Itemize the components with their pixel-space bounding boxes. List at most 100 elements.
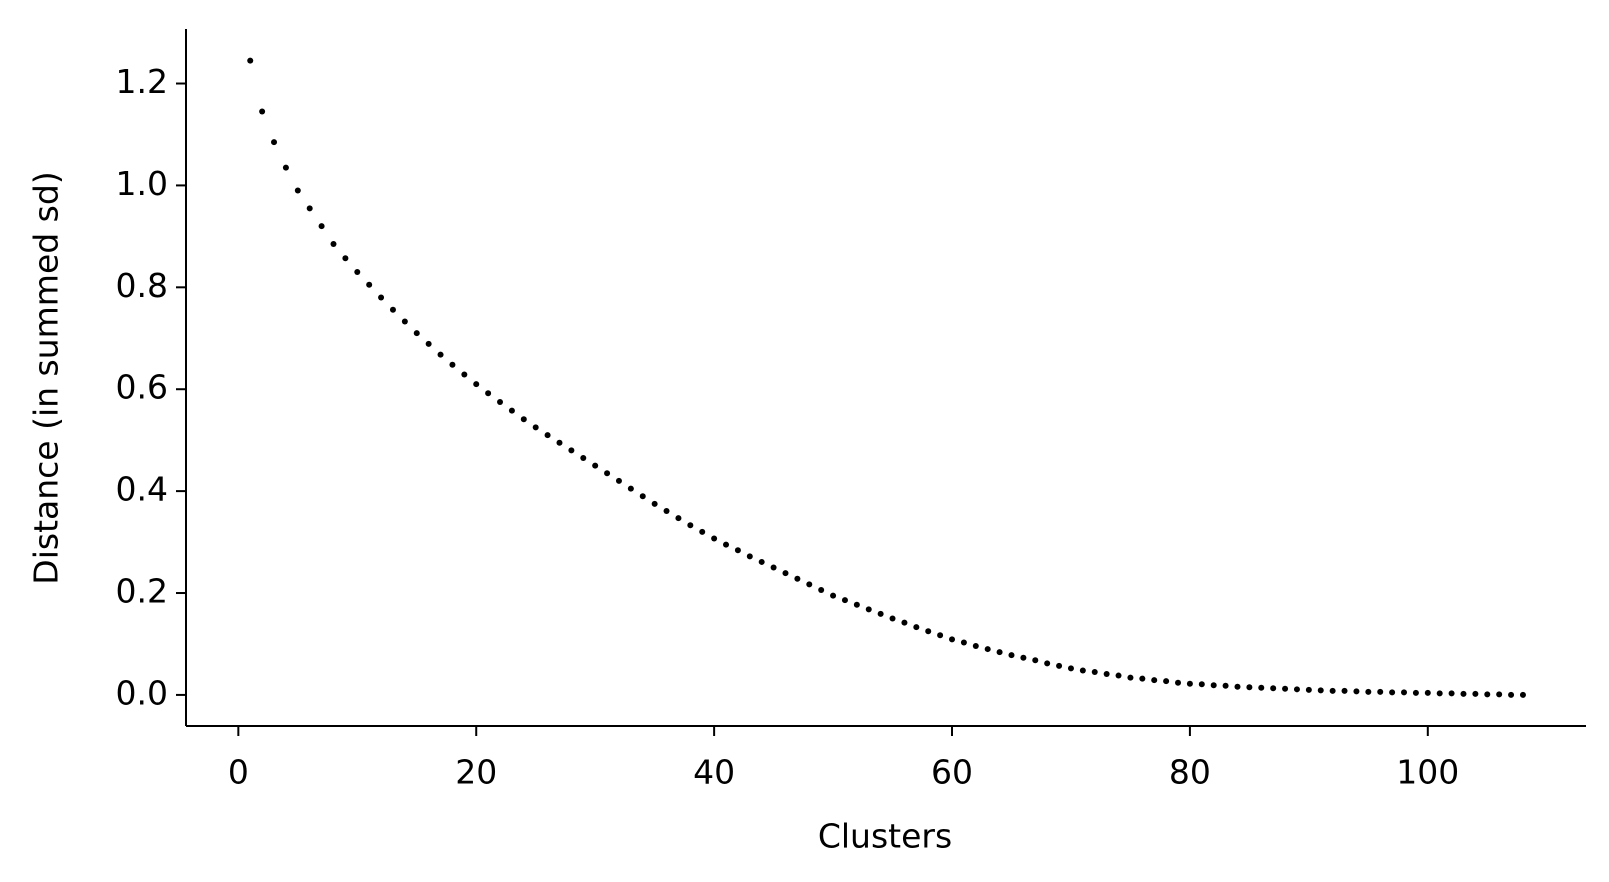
point [949, 636, 956, 643]
point [1377, 688, 1384, 695]
point [259, 108, 266, 115]
point [1282, 685, 1289, 692]
point [1484, 691, 1491, 698]
point [1067, 665, 1074, 672]
point [271, 139, 278, 146]
x-tick-label: 60 [931, 753, 973, 792]
point [1317, 687, 1324, 694]
point [413, 330, 420, 337]
point [294, 187, 301, 194]
point [711, 535, 718, 542]
y-tick-label: 1.2 [116, 62, 168, 101]
point [1139, 675, 1146, 682]
point [1401, 689, 1408, 696]
point [497, 398, 504, 405]
point [1186, 680, 1193, 687]
point [782, 570, 789, 577]
y-tick-label: 0.6 [116, 368, 168, 407]
point [330, 241, 337, 248]
x-axis-label: Clusters [818, 817, 952, 856]
point [1305, 686, 1312, 693]
y-tick-label: 1.0 [116, 164, 168, 203]
x-tick-label: 80 [1169, 753, 1211, 792]
point [247, 57, 254, 64]
point [913, 624, 920, 631]
x-tick-label: 100 [1396, 753, 1459, 792]
point [1448, 690, 1455, 697]
point [1127, 674, 1134, 681]
point [449, 361, 456, 368]
x-tick-label: 0 [228, 753, 249, 792]
point [877, 610, 884, 617]
point [1020, 654, 1027, 661]
point [1008, 652, 1015, 659]
point [1460, 690, 1467, 697]
point [473, 381, 480, 388]
point [687, 522, 694, 529]
x-tick-label: 20 [455, 753, 497, 792]
point [389, 306, 396, 313]
point [830, 592, 837, 599]
point [1293, 686, 1300, 693]
point [1032, 657, 1039, 664]
point [520, 416, 527, 423]
point [1365, 688, 1372, 695]
point [1508, 691, 1515, 698]
point [401, 318, 408, 325]
point [758, 558, 765, 565]
point [723, 541, 730, 548]
y-axis-label: Distance (in summed sd) [27, 171, 66, 584]
point [1519, 691, 1526, 698]
point [699, 528, 706, 535]
point [592, 462, 599, 469]
point [461, 371, 468, 378]
point [1412, 689, 1419, 696]
point [1246, 684, 1253, 691]
point [984, 646, 991, 653]
point [1044, 660, 1051, 667]
point [889, 615, 896, 622]
point [794, 575, 801, 582]
point [354, 269, 361, 276]
point [485, 390, 492, 397]
point [1210, 682, 1217, 689]
point [1424, 689, 1431, 696]
point [996, 649, 1003, 656]
point [818, 586, 825, 593]
point [318, 223, 325, 230]
y-tick-label: 0.0 [116, 673, 168, 712]
point [378, 294, 385, 301]
point [1329, 687, 1336, 694]
point [1270, 685, 1277, 692]
y-tick-label: 0.4 [116, 470, 168, 509]
point [865, 606, 872, 613]
point [627, 485, 634, 492]
point [544, 432, 551, 439]
point [580, 455, 587, 462]
point [604, 470, 611, 477]
point [1163, 678, 1170, 685]
point [1175, 679, 1182, 686]
point [960, 639, 967, 646]
point [639, 493, 646, 500]
point [1436, 690, 1443, 697]
point [1103, 671, 1110, 678]
point [853, 601, 860, 608]
point [1472, 690, 1479, 697]
point [306, 205, 313, 212]
point [556, 439, 563, 446]
point [1222, 682, 1229, 689]
point [1258, 684, 1265, 691]
x-tick-label: 40 [693, 753, 735, 792]
point [1091, 668, 1098, 675]
point [1496, 691, 1503, 698]
point [1341, 687, 1348, 694]
point [342, 255, 349, 262]
point [925, 628, 932, 635]
point [1389, 689, 1396, 696]
point [806, 581, 813, 588]
point [841, 597, 848, 604]
y-tick-label: 0.2 [116, 572, 168, 611]
point [437, 351, 444, 358]
